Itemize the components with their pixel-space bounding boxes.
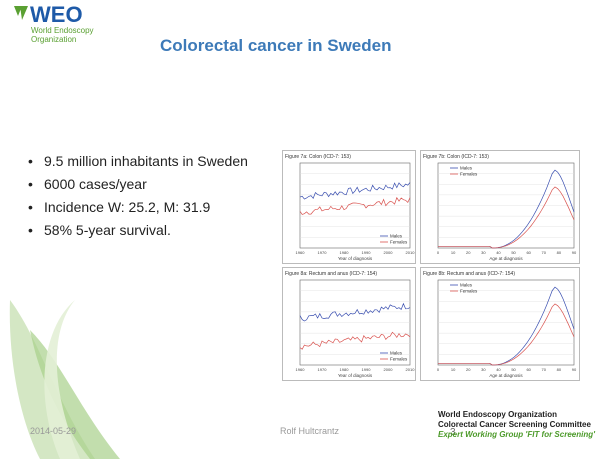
legend-label: Females: [460, 172, 478, 177]
x-tick-label: 10: [451, 250, 456, 255]
figure-panel: Figure 7a: Colon (ICD-7: 153) 1960 1970 198…: [282, 150, 582, 382]
x-tick-label: 1980: [340, 250, 350, 255]
x-tick-label: 30: [481, 367, 486, 372]
figure-frame: [283, 268, 416, 381]
x-tick-label: 50: [511, 367, 516, 372]
bullet-list: 9.5 million inhabitants in Sweden 6000 c…: [28, 150, 248, 242]
x-tick-label: 40: [496, 367, 501, 372]
x-axis-label: Age at diagnosis: [489, 256, 523, 261]
bullet: 9.5 million inhabitants in Sweden: [28, 150, 248, 173]
x-tick-label: 80: [557, 367, 562, 372]
logo-subtitle: World Endoscopy Organization: [31, 26, 94, 44]
org-line: World Endoscopy Organization: [438, 410, 595, 420]
x-axis-label: Year of diagnosis: [338, 256, 373, 261]
bullet: 58% 5-year survival.: [28, 219, 248, 242]
org-line: Expert Working Group 'FIT for Screening': [438, 430, 595, 440]
logo: WEO: [30, 2, 83, 28]
figure-caption: Figure 8a: Rectum and anus (ICD-7: 154): [285, 271, 377, 277]
logo-line: World Endoscopy: [31, 26, 94, 35]
legend-label: Females: [460, 289, 478, 294]
x-tick-label: 1980: [340, 367, 350, 372]
x-tick-label: 2000: [384, 250, 394, 255]
footer-organization: World Endoscopy Organization Colorectal …: [438, 410, 595, 440]
x-tick-label: 30: [481, 250, 486, 255]
legend-label: Males: [460, 283, 473, 288]
x-tick-label: 20: [466, 367, 471, 372]
slide: WEO World Endoscopy Organization Colorec…: [0, 0, 610, 459]
bullet: 6000 cases/year: [28, 173, 248, 196]
x-axis-label: Year of diagnosis: [338, 373, 373, 378]
x-tick-label: 2010: [406, 367, 416, 372]
x-tick-label: 2000: [384, 367, 394, 372]
x-axis-label: Age at diagnosis: [489, 373, 523, 378]
x-tick-label: 70: [542, 367, 547, 372]
logo-line: Organization: [31, 35, 94, 44]
x-tick-label: 80: [557, 250, 562, 255]
footer-author: Rolf Hultcrantz: [280, 426, 339, 436]
x-tick-label: 60: [526, 367, 531, 372]
figure-frame: [283, 151, 416, 264]
bullet: Incidence W: 25.2, M: 31.9: [28, 196, 248, 219]
figure-caption: Figure 7b: Colon (ICD-7: 153): [423, 154, 489, 160]
x-tick-label: 1960: [296, 367, 306, 372]
x-tick-label: 2010: [406, 250, 416, 255]
x-tick-label: 20: [466, 250, 471, 255]
x-tick-label: 50: [511, 250, 516, 255]
legend-label: Females: [390, 240, 408, 245]
legend-label: Males: [390, 234, 403, 239]
slide-title: Colorectal cancer in Sweden: [160, 36, 391, 56]
x-tick-label: 90: [572, 367, 577, 372]
x-tick-label: 70: [542, 250, 547, 255]
x-tick-label: 40: [496, 250, 501, 255]
x-tick-label: 60: [526, 250, 531, 255]
x-tick-label: 1970: [318, 250, 328, 255]
x-tick-label: 1960: [296, 250, 306, 255]
x-tick-label: 1990: [362, 250, 372, 255]
x-tick-label: 10: [451, 367, 456, 372]
footer-date: 2014-05-29: [30, 426, 76, 436]
legend-label: Males: [390, 351, 403, 356]
figure-caption: Figure 7a: Colon (ICD-7: 153): [285, 154, 351, 160]
legend-label: Males: [460, 166, 473, 171]
legend-label: Females: [390, 357, 408, 362]
x-tick-label: 1990: [362, 367, 372, 372]
x-tick-label: 90: [572, 250, 577, 255]
figure-caption: Figure 8b: Rectum and anus (ICD-7: 154): [423, 271, 515, 277]
org-line: Colorectal Cancer Screening Committee: [438, 420, 595, 430]
x-tick-label: 1970: [318, 367, 328, 372]
